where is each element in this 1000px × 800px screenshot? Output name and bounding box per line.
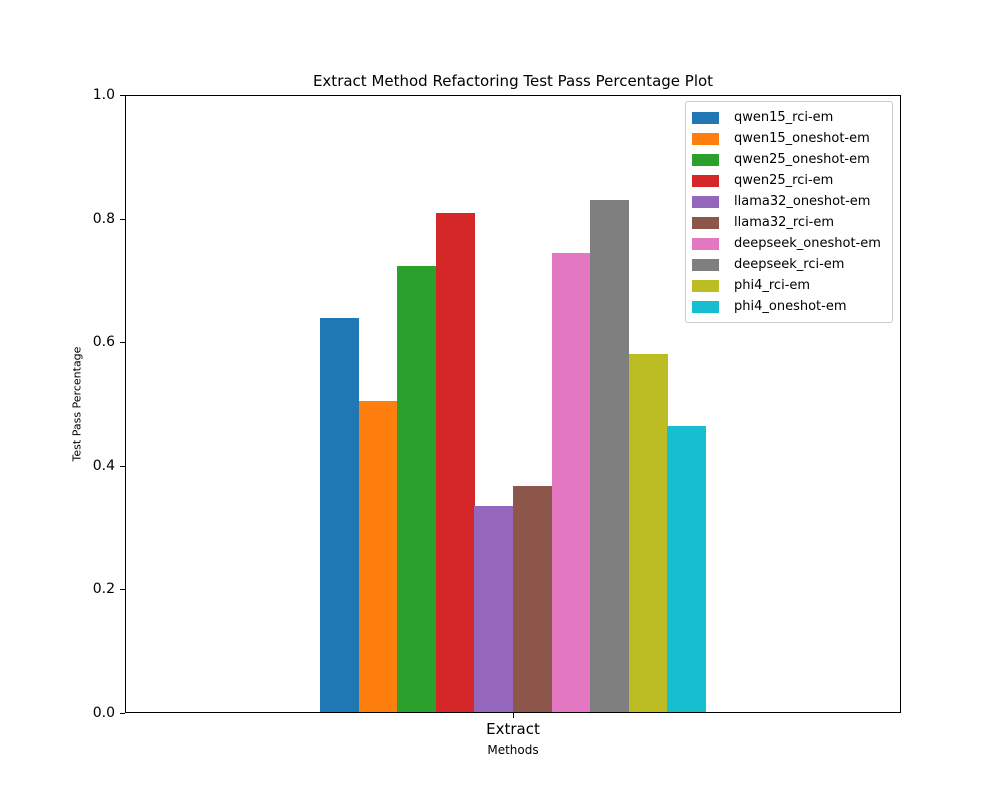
legend-label: llama32_oneshot-em xyxy=(734,194,871,209)
legend-label: qwen15_rci-em xyxy=(734,110,834,125)
x-axis-label: Methods xyxy=(487,743,539,757)
legend-row: phi4_rci-em xyxy=(692,275,884,296)
legend-label: qwen25_rci-em xyxy=(734,173,834,188)
legend-row: qwen15_rci-em xyxy=(692,107,884,128)
legend-label: llama32_rci-em xyxy=(734,215,835,230)
y-tick-mark xyxy=(120,95,125,96)
legend-swatch-qwen25_rci-em xyxy=(692,174,719,187)
legend-row: llama32_rci-em xyxy=(692,212,884,233)
legend-label: phi4_rci-em xyxy=(734,278,811,293)
bar-phi4_oneshot-em xyxy=(667,425,707,712)
y-tick-label: 0.2 xyxy=(92,581,115,598)
bar-llama32_rci-em xyxy=(513,486,553,712)
y-tick-mark xyxy=(120,589,125,591)
bar-qwen25_oneshot-em xyxy=(397,266,437,712)
legend-swatch-qwen15_rci-em xyxy=(692,111,719,124)
legend-swatch-deepseek_rci-em xyxy=(692,258,719,271)
y-tick-mark xyxy=(120,342,125,344)
legend-row: qwen25_rci-em xyxy=(692,170,884,191)
legend-row: phi4_oneshot-em xyxy=(692,296,884,317)
legend-row: deepseek_oneshot-em xyxy=(692,233,884,254)
bar-deepseek_oneshot-em xyxy=(551,252,591,712)
legend-label: qwen25_oneshot-em xyxy=(734,152,870,167)
legend-label: deepseek_rci-em xyxy=(734,257,845,272)
y-axis-label: Test Pass Percentage xyxy=(70,346,84,462)
legend-row: qwen15_oneshot-em xyxy=(692,128,884,149)
y-tick-label: 0.0 xyxy=(92,705,115,721)
legend-label: qwen15_oneshot-em xyxy=(734,131,870,146)
bar-deepseek_rci-em xyxy=(590,200,630,712)
legend-swatch-phi4_rci-em xyxy=(692,279,719,292)
y-tick-label: 0.8 xyxy=(92,210,115,227)
legend-row: qwen25_oneshot-em xyxy=(692,149,884,170)
legend-swatch-qwen15_oneshot-em xyxy=(692,132,719,145)
x-tick-label: Extract xyxy=(486,720,540,738)
bar-phi4_rci-em xyxy=(628,354,668,712)
legend-swatch-deepseek_oneshot-em xyxy=(692,237,719,250)
legend-label: deepseek_oneshot-em xyxy=(734,236,881,251)
legend-swatch-llama32_rci-em xyxy=(692,216,719,229)
legend-swatch-phi4_oneshot-em xyxy=(692,300,719,313)
legend-row: deepseek_rci-em xyxy=(692,254,884,275)
bar-qwen15_oneshot-em xyxy=(358,401,398,712)
y-tick-label: 0.6 xyxy=(92,334,115,351)
y-tick-label: 0.4 xyxy=(92,457,115,474)
legend-label: phi4_oneshot-em xyxy=(734,299,847,314)
bar-qwen25_rci-em xyxy=(435,213,475,712)
y-tick-mark xyxy=(120,713,125,714)
bar-qwen15_rci-em xyxy=(320,317,360,712)
y-tick-mark xyxy=(120,218,125,220)
bars-group xyxy=(126,96,900,712)
legend-swatch-llama32_oneshot-em xyxy=(692,195,719,208)
legend-swatch-qwen25_oneshot-em xyxy=(692,153,719,166)
y-tick-label: 1.0 xyxy=(92,87,115,103)
bar-llama32_oneshot-em xyxy=(474,505,514,712)
chart-title: Extract Method Refactoring Test Pass Per… xyxy=(312,72,714,90)
legend: qwen15_rci-em qwen15_oneshot-em qwen25_one… xyxy=(685,101,893,323)
y-tick-mark xyxy=(120,465,125,467)
legend-row: llama32_oneshot-em xyxy=(692,191,884,212)
x-tick-mark xyxy=(513,713,514,718)
